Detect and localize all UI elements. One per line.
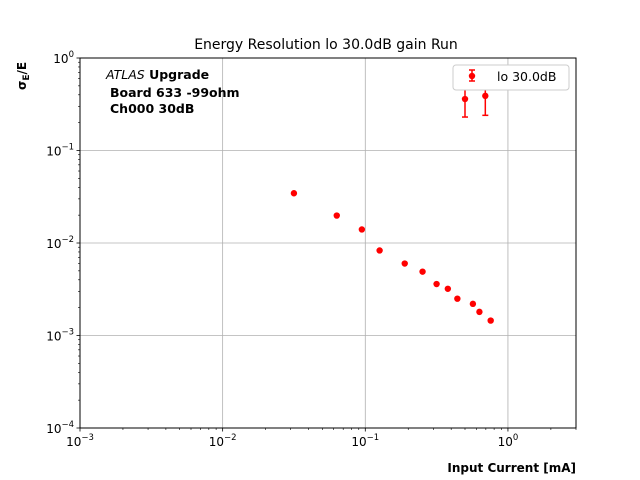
legend-marker: [468, 72, 476, 80]
data-point: [401, 260, 408, 267]
y-tick-label: 100: [53, 50, 74, 66]
y-tick-label: 10−1: [46, 143, 74, 159]
y-tick-exponent: −2: [61, 235, 74, 245]
y-tick-label: 10−4: [46, 420, 74, 436]
x-axis-label: Input Current [mA]: [447, 461, 576, 475]
data-point: [487, 317, 494, 324]
data-point: [419, 268, 426, 275]
x-tick-base: 10: [351, 435, 366, 449]
x-tick-label: 10−1: [351, 433, 379, 449]
x-tick-label: 100: [498, 433, 519, 449]
atlas-label: ATLAS: [105, 67, 145, 82]
annotation-line-2: Board 633 -99ohm: [110, 85, 240, 100]
x-tick-base: 10: [66, 435, 81, 449]
data-point: [433, 280, 440, 288]
data-points: [290, 82, 494, 324]
data-point: [454, 295, 461, 302]
legend-box: [452, 64, 570, 91]
x-tick-label: 10−3: [66, 433, 94, 449]
plot-frame: [79, 57, 577, 429]
y-tick-base: 10: [46, 237, 61, 251]
x-tick-exponent: −3: [81, 433, 94, 443]
x-tick-exponent: 0: [513, 433, 518, 443]
annotation-line-3: Ch000 30dB: [110, 101, 194, 116]
y-tick-exponent: −3: [61, 328, 74, 338]
data-point: [476, 308, 483, 316]
y-tick-base: 10: [46, 145, 61, 159]
x-tick-exponent: −1: [367, 433, 380, 443]
y-axis-label: σE/E: [15, 62, 32, 90]
y-axis-label-subscript: E: [22, 74, 32, 80]
data-point: [461, 95, 469, 103]
y-tick-exponent: −4: [61, 420, 74, 430]
data-point: [333, 212, 340, 219]
y-tick-label: 10−3: [46, 328, 74, 344]
data-point: [290, 190, 298, 197]
annotation-line-1: ATLAS Upgrade: [105, 67, 209, 82]
y-axis-label-sigma: σ: [15, 81, 29, 90]
data-point: [376, 247, 383, 254]
chart-title: Energy Resolution lo 30.0dB gain Run: [194, 37, 458, 53]
data-point: [469, 300, 477, 308]
y-tick-base: 10: [46, 422, 61, 436]
y-tick-base: 10: [46, 330, 61, 344]
legend: lo 30.0dB: [452, 64, 570, 91]
x-tick-label: 10−2: [209, 433, 237, 449]
data-point: [358, 226, 366, 233]
x-tick-base: 10: [498, 435, 513, 449]
data-point: [482, 92, 489, 100]
y-tick-base: 10: [53, 52, 68, 66]
y-tick-exponent: −1: [61, 143, 74, 153]
legend-label: lo 30.0dB: [497, 69, 556, 84]
y-tick-label: 10−2: [46, 235, 74, 251]
data-point: [444, 285, 452, 292]
y-axis-label-tail: /E: [15, 62, 29, 75]
upgrade-label: Upgrade: [145, 67, 209, 82]
x-tick-exponent: −2: [224, 433, 237, 443]
x-tick-base: 10: [209, 435, 224, 449]
y-tick-exponent: 0: [69, 50, 74, 60]
